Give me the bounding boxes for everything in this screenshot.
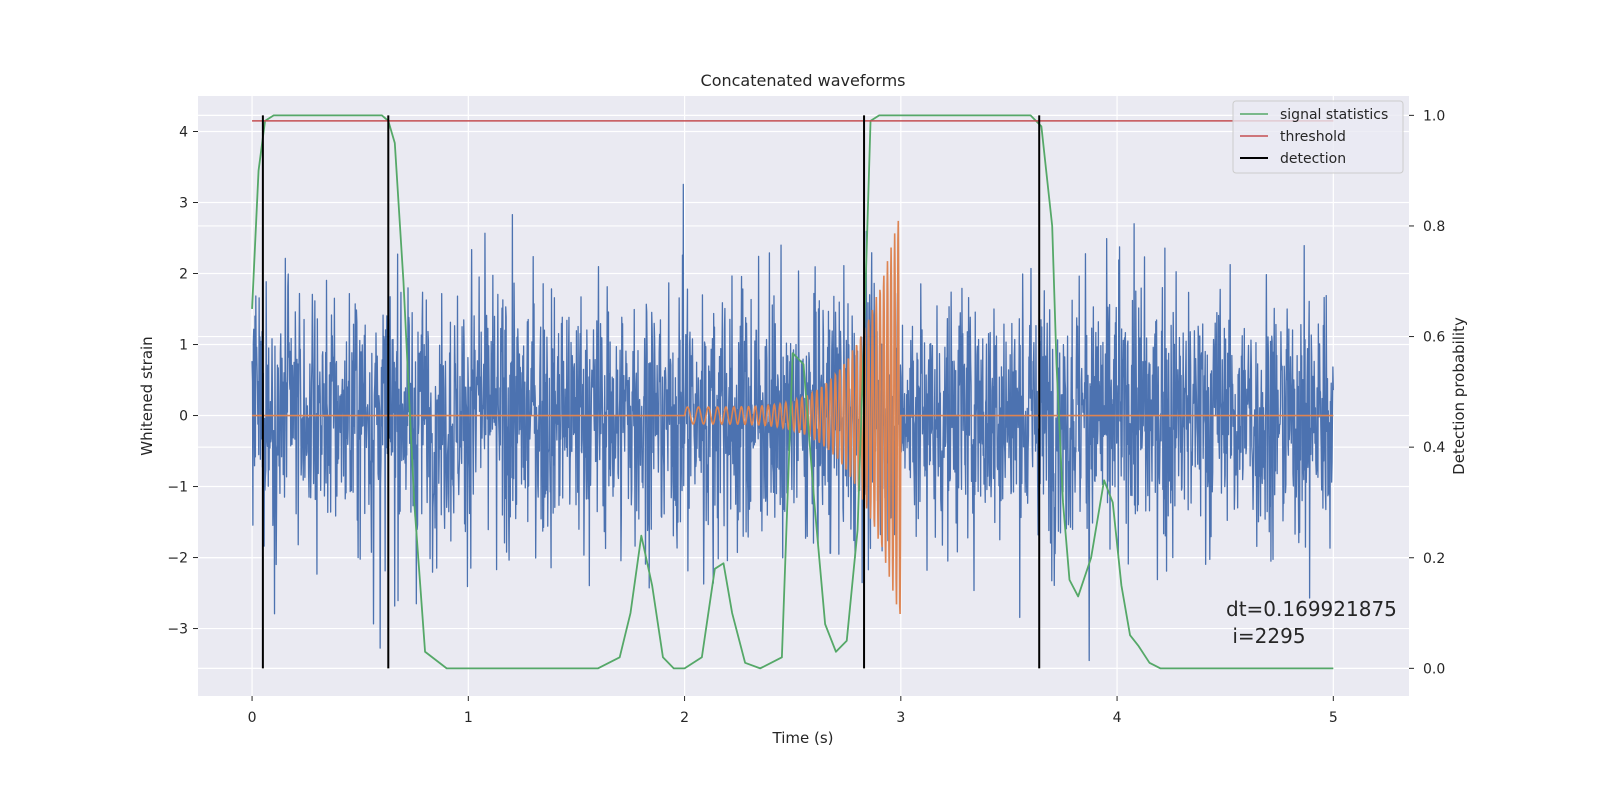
legend-label-threshold: threshold bbox=[1280, 129, 1346, 145]
y-tick-label: 1 bbox=[179, 338, 188, 354]
legend-label-detection: detection bbox=[1280, 151, 1346, 167]
annotation-i: i=2295 bbox=[1226, 624, 1306, 648]
y-right-tick-label: 1.0 bbox=[1423, 108, 1445, 124]
x-tick-label: 3 bbox=[896, 710, 905, 726]
x-tick-label: 4 bbox=[1113, 710, 1122, 726]
y-right-tick-label: 0.8 bbox=[1423, 219, 1445, 235]
y-tick-label: 2 bbox=[179, 267, 188, 283]
y-tick-label: 4 bbox=[179, 125, 188, 141]
legend-box bbox=[1232, 100, 1404, 174]
signal-statistics-line bbox=[251, 114, 1334, 670]
y-tick-label: −3 bbox=[167, 622, 188, 638]
legend-label-signal-statistics: signal statistics bbox=[1280, 107, 1388, 123]
y-tick-label: 0 bbox=[179, 409, 188, 425]
x-tick-label: 1 bbox=[464, 710, 473, 726]
chart-title: Concatenated waveforms bbox=[701, 71, 906, 90]
annotation-dt: dt=0.169921875 bbox=[1226, 597, 1397, 621]
y-right-tick-label: 0.0 bbox=[1423, 661, 1445, 677]
y-axis-ticks: −3 −2 −1 0 1 2 3 4 bbox=[167, 125, 198, 638]
injection-series bbox=[252, 220, 1334, 615]
annotation-block: dt=0.169921875 i=2295 bbox=[1226, 597, 1397, 648]
x-axis-label: Time (s) bbox=[772, 729, 834, 747]
y-tick-label: −2 bbox=[167, 551, 188, 567]
y-tick-label: 3 bbox=[179, 196, 188, 212]
y-right-tick-label: 0.6 bbox=[1423, 330, 1445, 346]
y-right-axis-label: Detection probability bbox=[1450, 317, 1468, 475]
x-axis-ticks: 0 1 2 3 4 5 bbox=[248, 696, 1338, 726]
y-axis-label: Whitened strain bbox=[138, 336, 156, 455]
signal-statistics-series bbox=[251, 114, 1334, 670]
y-tick-label: −1 bbox=[167, 480, 188, 496]
injection-line bbox=[252, 220, 1334, 615]
legend: signal statistics threshold detection bbox=[1232, 100, 1404, 174]
x-tick-label: 2 bbox=[680, 710, 689, 726]
y-right-axis-ticks: 0.0 0.2 0.4 0.6 0.8 1.0 bbox=[1409, 108, 1445, 677]
detection-series bbox=[261, 115, 1041, 669]
x-tick-label: 5 bbox=[1329, 710, 1338, 726]
y-right-tick-label: 0.4 bbox=[1423, 440, 1445, 456]
x-tick-label: 0 bbox=[248, 710, 257, 726]
y-right-tick-label: 0.2 bbox=[1423, 551, 1445, 567]
